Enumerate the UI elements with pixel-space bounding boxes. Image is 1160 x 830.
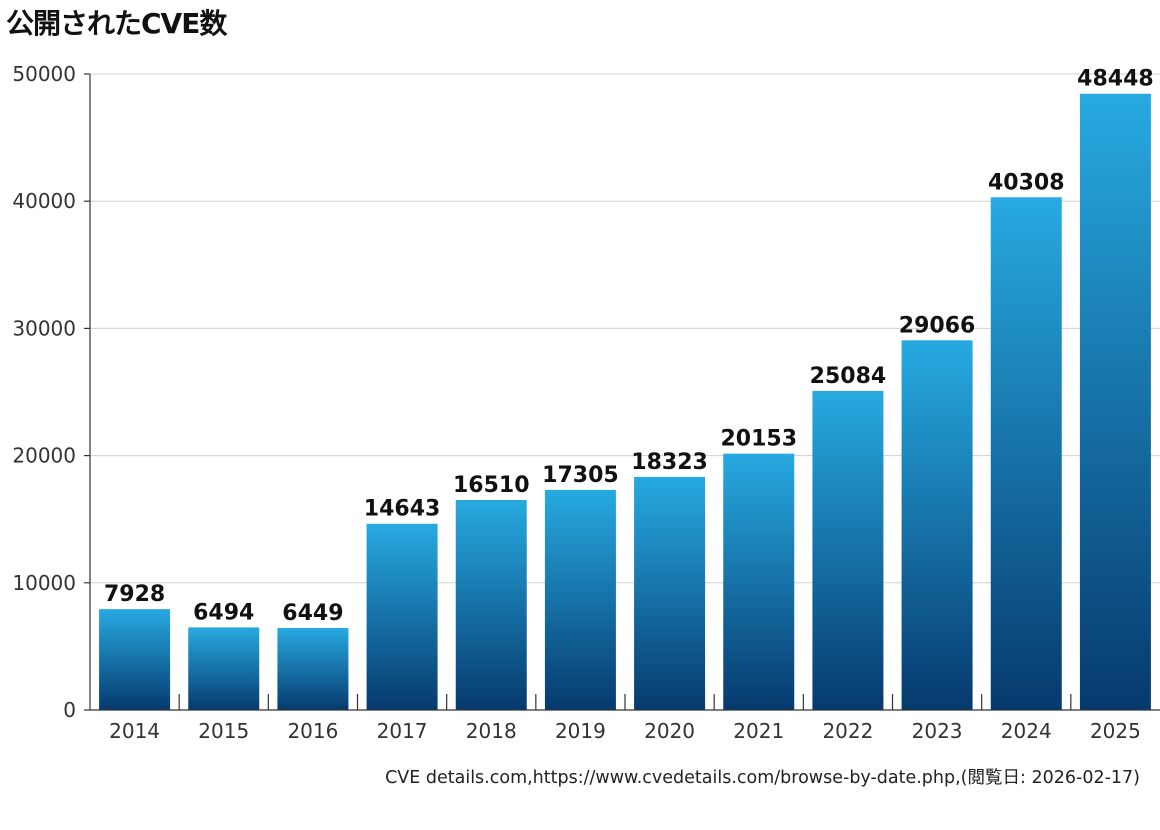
x-tick-label-2023: 2023 xyxy=(912,719,963,743)
data-label-2016: 6449 xyxy=(282,601,343,626)
chart-title: 公開されたCVE数 xyxy=(6,7,227,40)
x-tick-label-2019: 2019 xyxy=(555,719,606,743)
bar-2016 xyxy=(277,627,349,710)
bar-2020 xyxy=(634,476,706,710)
data-label-2025: 48448 xyxy=(1077,67,1154,92)
bar-2018 xyxy=(455,499,527,710)
bar-2015 xyxy=(188,627,260,710)
x-tick-label-2022: 2022 xyxy=(822,719,873,743)
y-tick-label: 40000 xyxy=(12,189,76,213)
bar-2022 xyxy=(812,390,884,710)
x-tick-label-2018: 2018 xyxy=(466,719,517,743)
axes xyxy=(84,73,1160,711)
gridlines xyxy=(90,73,1160,584)
x-tick-label-2015: 2015 xyxy=(198,719,249,743)
data-label-2023: 29066 xyxy=(899,313,976,338)
data-label-2015: 6494 xyxy=(193,600,254,625)
bar-2021 xyxy=(723,453,795,710)
y-tick-label: 50000 xyxy=(12,62,76,86)
y-tick-label: 30000 xyxy=(12,316,76,340)
bar-2023 xyxy=(901,340,973,710)
bar-2019 xyxy=(544,489,616,710)
data-label-2019: 17305 xyxy=(542,463,619,488)
data-label-2018: 16510 xyxy=(453,473,530,498)
data-label-2021: 20153 xyxy=(720,427,797,452)
data-label-2022: 25084 xyxy=(810,364,887,389)
x-tick-label-2024: 2024 xyxy=(1001,719,1052,743)
x-tick-label-2014: 2014 xyxy=(109,719,160,743)
x-tick-label-2017: 2017 xyxy=(377,719,428,743)
data-label-2014: 7928 xyxy=(104,582,165,607)
bar-2017 xyxy=(366,523,438,710)
bar-2014 xyxy=(99,609,171,710)
y-tick-label: 20000 xyxy=(12,444,76,468)
x-tick-label-2025: 2025 xyxy=(1090,719,1141,743)
bars xyxy=(99,93,1151,711)
bar-2024 xyxy=(990,197,1062,711)
x-tick-label-2021: 2021 xyxy=(733,719,784,743)
y-tick-label: 0 xyxy=(63,698,76,722)
x-tick-label-2016: 2016 xyxy=(287,719,338,743)
data-label-2020: 18323 xyxy=(631,450,708,475)
bar-2025 xyxy=(1079,93,1151,710)
y-tick-label: 10000 xyxy=(12,571,76,595)
source-note: CVE details.com,https://www.cvedetails.c… xyxy=(385,768,1140,788)
x-tick-label-2020: 2020 xyxy=(644,719,695,743)
data-label-2024: 40308 xyxy=(988,170,1065,195)
data-label-2017: 14643 xyxy=(364,497,441,522)
labels: 0 10000 20000 30000 40000 50000 7928 2014 6494 20… xyxy=(12,62,1153,743)
